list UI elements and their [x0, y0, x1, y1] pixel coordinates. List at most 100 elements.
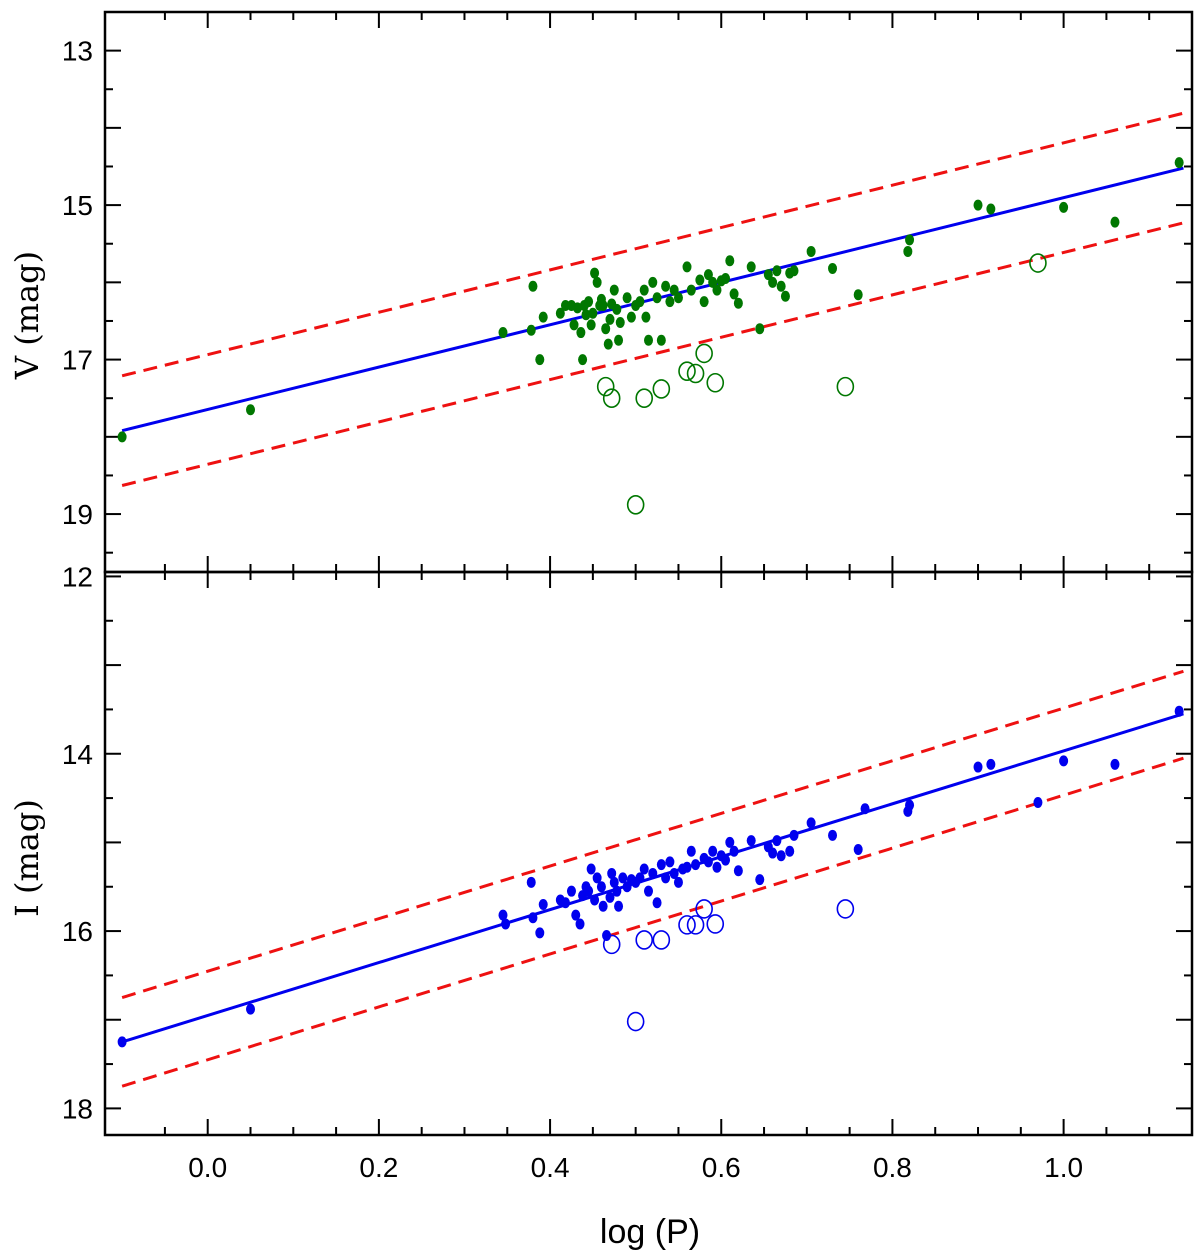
bottom-data-point — [986, 758, 996, 770]
bottom-plot-frame — [103, 570, 1194, 1137]
top-data-point — [644, 334, 653, 346]
top-data-point — [733, 297, 743, 309]
bottom-data-point — [691, 859, 701, 871]
top-data-point — [725, 255, 735, 267]
bottom-data-point — [686, 845, 696, 857]
bottom-data-point — [712, 861, 722, 873]
bottom-data-point — [729, 845, 739, 857]
bottom-data-point — [669, 867, 679, 879]
bottom-data-point — [560, 897, 570, 909]
top-outlier-point — [695, 343, 713, 364]
top-data-point — [609, 284, 619, 296]
bottom-data-point — [789, 829, 799, 841]
top-data-point — [569, 319, 579, 331]
top-data-point — [772, 265, 782, 277]
top-data-point — [586, 319, 596, 331]
bottom-data-point — [652, 897, 662, 909]
bottom-outlier-point — [686, 915, 705, 935]
bottom-y-tick-label: 18 — [62, 1093, 93, 1124]
top-data-point — [1174, 157, 1184, 169]
top-outlier-point — [596, 376, 615, 397]
bottom-data-point — [682, 861, 692, 873]
bottom-data-point — [639, 863, 649, 875]
top-upper-bound-line — [121, 111, 1184, 378]
bottom-outlier-point — [695, 899, 713, 919]
top-data-point — [673, 292, 683, 304]
top-y-axis-title: V (mag) — [8, 251, 46, 380]
top-data-point — [763, 269, 773, 281]
top-data-point — [526, 324, 536, 336]
top-data-point — [528, 280, 538, 292]
bottom-data-point — [721, 854, 731, 866]
bottom-y-axis-title: I (mag) — [8, 799, 46, 917]
top-data-point — [806, 245, 816, 257]
bottom-data-point — [1110, 758, 1120, 770]
top-data-point — [590, 267, 600, 279]
top-data-point — [117, 431, 127, 443]
bottom-data-point — [708, 845, 718, 857]
top-data-point — [828, 262, 838, 274]
top-data-point — [601, 323, 611, 335]
top-data-point — [648, 276, 658, 288]
top-data-point — [903, 245, 913, 257]
bottom-data-point — [538, 898, 548, 910]
top-data-point — [576, 327, 586, 339]
x-tick-label: 0.2 — [359, 1152, 398, 1183]
bottom-outlier-point — [602, 934, 621, 955]
bottom-data-point — [1033, 797, 1043, 809]
top-data-point — [986, 203, 996, 215]
bottom-data-point — [635, 872, 645, 884]
bottom-data-point — [746, 835, 756, 847]
bottom-data-point — [860, 803, 870, 815]
bottom-data-point — [575, 918, 585, 930]
bottom-data-point — [703, 856, 713, 868]
top-data-point — [708, 276, 718, 288]
bottom-data-point — [605, 891, 615, 903]
top-y-tick-label: 13 — [62, 36, 93, 67]
bottom-outlier-point — [678, 915, 696, 935]
bottom-data-point — [772, 835, 782, 847]
bottom-data-point — [768, 847, 778, 859]
top-data-point — [686, 284, 696, 296]
top-outlier-point — [1029, 253, 1047, 273]
top-data-point — [612, 303, 622, 315]
bottom-outlier-point — [652, 930, 671, 950]
top-data-point — [592, 276, 602, 288]
bottom-data-point — [584, 885, 594, 897]
x-tick-label: 1.0 — [1044, 1152, 1083, 1183]
bottom-data-point — [586, 863, 596, 875]
top-outlier-point — [626, 494, 645, 515]
bottom-data-point — [602, 930, 612, 942]
top-data-point — [682, 261, 692, 273]
top-data-point — [853, 289, 863, 301]
top-outlier-point — [836, 376, 855, 397]
bottom-data-point — [498, 909, 508, 921]
top-outlier-point — [602, 388, 621, 409]
bottom-data-point — [566, 885, 576, 897]
top-data-point — [605, 313, 615, 325]
bottom-data-point — [598, 900, 608, 912]
bottom-data-point — [501, 918, 511, 930]
bottom-data-point — [656, 859, 666, 871]
top-data-point — [584, 296, 594, 308]
top-data-point — [712, 284, 722, 296]
bottom-data-point — [905, 799, 915, 811]
bottom-data-point — [661, 872, 671, 884]
top-data-point — [656, 334, 666, 346]
top-y-tick-label: 15 — [62, 190, 93, 221]
top-data-point — [639, 284, 649, 296]
bottom-data-point — [785, 845, 795, 857]
top-data-point — [614, 334, 624, 346]
top-outlier-point — [678, 361, 696, 381]
top-data-point — [905, 234, 915, 246]
bottom-y-tick-label: 16 — [62, 916, 93, 947]
bottom-data-point — [614, 900, 624, 912]
top-data-point — [1059, 201, 1069, 213]
bottom-data-point — [596, 881, 606, 893]
top-data-point — [246, 404, 256, 416]
top-data-point — [665, 296, 675, 308]
bottom-data-point — [526, 876, 536, 888]
top-data-point — [1110, 216, 1120, 228]
x-tick-label: 0.6 — [702, 1152, 741, 1183]
